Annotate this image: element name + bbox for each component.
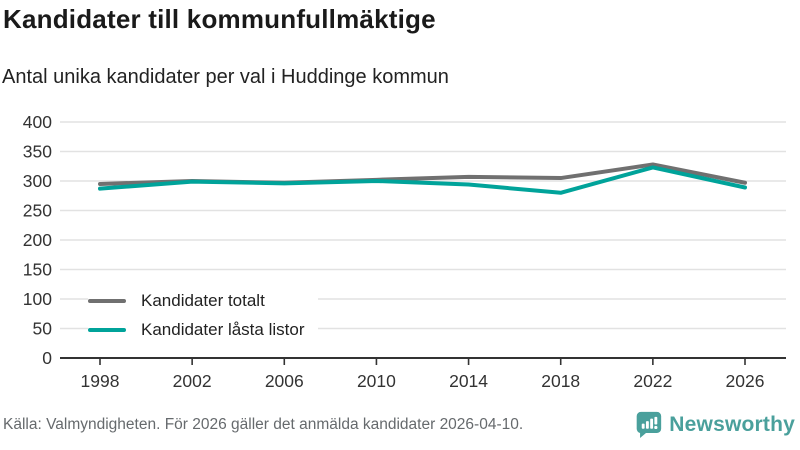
legend-label-locked: Kandidater låsta listor bbox=[141, 319, 305, 339]
svg-text:300: 300 bbox=[23, 171, 52, 191]
footer: Källa: Valmyndigheten. För 2026 gäller d… bbox=[0, 405, 800, 450]
svg-text:2002: 2002 bbox=[173, 371, 212, 391]
svg-text:250: 250 bbox=[23, 201, 52, 221]
svg-text:200: 200 bbox=[23, 230, 52, 250]
speech-bubble-bar-chart-icon bbox=[636, 411, 662, 438]
chart-legend: Kandidater totalt Kandidater låsta listo… bbox=[88, 286, 319, 344]
legend-swatch-locked bbox=[88, 327, 126, 332]
svg-text:1998: 1998 bbox=[81, 371, 120, 391]
chart-subtitle: Antal unika kandidater per val i Hudding… bbox=[2, 66, 449, 88]
svg-text:350: 350 bbox=[23, 142, 52, 162]
svg-text:100: 100 bbox=[23, 289, 52, 309]
chart-title: Kandidater till kommunfullmäktige bbox=[3, 4, 436, 34]
svg-text:2022: 2022 bbox=[633, 371, 672, 391]
legend-swatch-total bbox=[88, 298, 126, 303]
svg-text:2018: 2018 bbox=[541, 371, 580, 391]
svg-text:150: 150 bbox=[23, 260, 52, 280]
svg-text:2014: 2014 bbox=[449, 371, 488, 391]
svg-text:2010: 2010 bbox=[357, 371, 396, 391]
source-note: Källa: Valmyndigheten. För 2026 gäller d… bbox=[3, 415, 524, 433]
chart-canvas: 0 50 100 150 200 250 300 350 400 1998 2002 2006 2010… bbox=[23, 112, 786, 391]
line-chart: 0 50 100 150 200 250 300 350 400 1998 2002 2006 2010… bbox=[0, 105, 800, 405]
legend-item-locked: Kandidater låsta listor bbox=[88, 315, 319, 344]
svg-text:50: 50 bbox=[33, 319, 53, 339]
svg-text:400: 400 bbox=[23, 112, 52, 132]
legend-label-total: Kandidater totalt bbox=[141, 290, 265, 310]
svg-text:0: 0 bbox=[42, 348, 52, 368]
brand-name: Newsworthy bbox=[669, 412, 795, 436]
svg-text:2006: 2006 bbox=[265, 371, 304, 391]
newsworthy-logo: Newsworthy bbox=[635, 411, 797, 438]
legend-item-total: Kandidater totalt bbox=[88, 286, 319, 315]
svg-text:2026: 2026 bbox=[726, 371, 765, 391]
